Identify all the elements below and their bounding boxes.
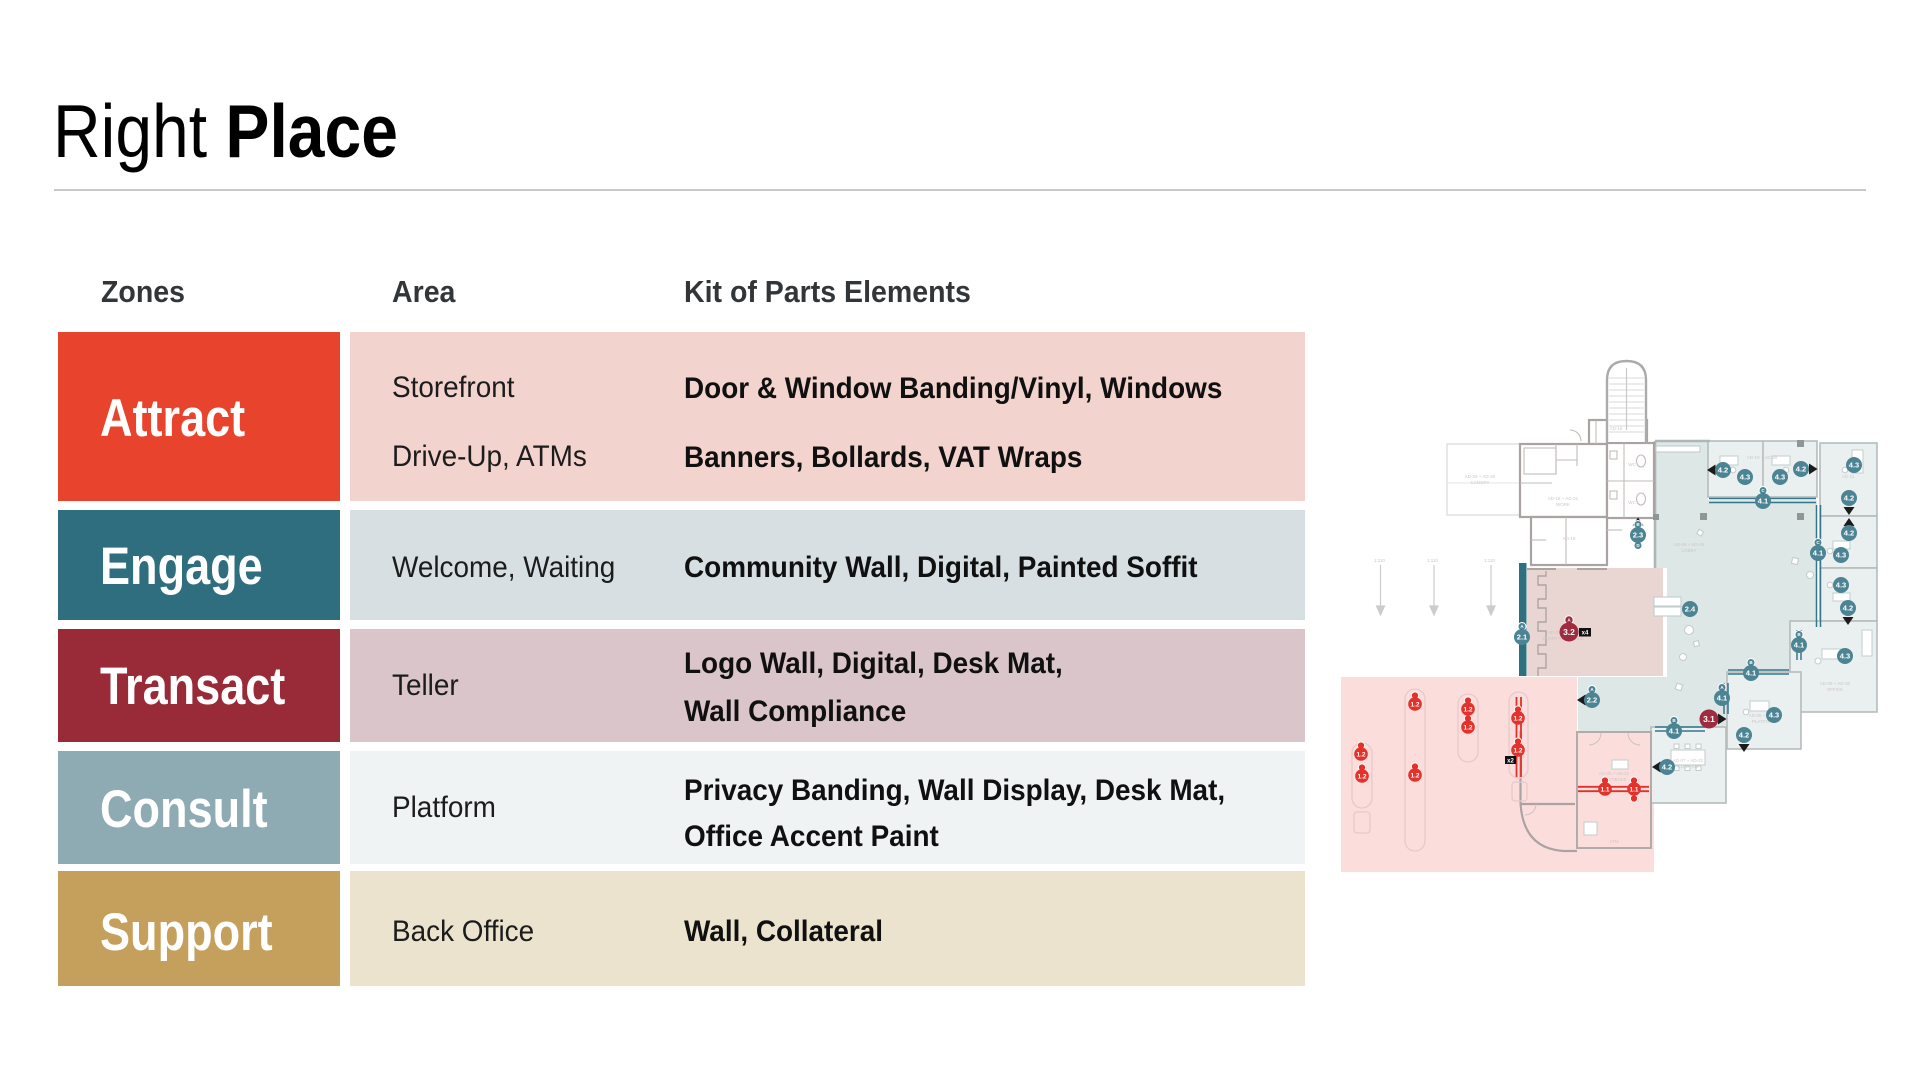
svg-text:B: B — [1749, 660, 1753, 665]
svg-text:4.2: 4.2 — [1844, 494, 1854, 503]
svg-text:1.1: 1.1 — [1629, 786, 1638, 793]
svg-text:4.2: 4.2 — [1662, 763, 1672, 772]
svg-text:4.1: 4.1 — [1669, 727, 1679, 736]
svg-text:3.2: 3.2 — [1563, 627, 1575, 637]
svg-text:WORK: WORK — [1556, 502, 1570, 507]
svg-text:1.2: 1.2 — [1513, 715, 1522, 722]
svg-text:1.2: 1.2 — [1463, 706, 1472, 713]
svg-text:B: B — [1797, 632, 1801, 637]
svg-text:2.2: 2.2 — [1587, 696, 1597, 705]
svg-text:2.1: 2.1 — [1517, 633, 1527, 642]
svg-text:WC: WC — [1628, 500, 1636, 505]
svg-text:A: A — [1590, 687, 1594, 692]
svg-text:1:110: 1:110 — [1427, 558, 1438, 563]
svg-text:AD-11: AD-11 — [1842, 474, 1855, 479]
svg-text:C: C — [1761, 488, 1765, 493]
svg-text:4.1: 4.1 — [1746, 669, 1756, 678]
svg-text:x4: x4 — [1582, 631, 1589, 637]
svg-text:4.2: 4.2 — [1739, 731, 1749, 740]
svg-text:4.1: 4.1 — [1717, 694, 1727, 703]
svg-text:4.2: 4.2 — [1844, 529, 1854, 538]
svg-text:4.3: 4.3 — [1840, 652, 1850, 661]
svg-text:1:110: 1:110 — [1484, 558, 1495, 563]
svg-text:4.3: 4.3 — [1836, 551, 1846, 560]
svg-text:VESTIBULE: VESTIBULE — [1602, 777, 1627, 782]
svg-text:4.2: 4.2 — [1718, 466, 1728, 475]
svg-text:B: B — [1672, 718, 1676, 723]
svg-text:1.2: 1.2 — [1410, 772, 1419, 779]
svg-text:D: D — [1636, 543, 1640, 548]
svg-text:AD-19: AD-19 — [1563, 536, 1576, 541]
svg-text:2.3: 2.3 — [1633, 531, 1643, 540]
svg-text:4.3: 4.3 — [1836, 581, 1846, 590]
svg-text:1.2: 1.2 — [1356, 751, 1365, 758]
svg-text:A: A — [1520, 624, 1524, 629]
svg-text:AD-03 + AD-22: AD-03 + AD-22 — [1599, 771, 1630, 776]
svg-text:A: A — [1567, 618, 1571, 623]
svg-text:1.2: 1.2 — [1513, 747, 1522, 754]
svg-text:1.2: 1.2 — [1357, 773, 1366, 780]
svg-text:CANOPY: CANOPY — [1470, 480, 1489, 485]
svg-text:AD-06 + AD-15: AD-06 + AD-15 — [1674, 542, 1705, 547]
svg-text:4.1: 4.1 — [1794, 641, 1804, 650]
svg-text:4.2: 4.2 — [1796, 465, 1806, 474]
svg-text:4.1: 4.1 — [1813, 549, 1823, 558]
svg-text:1.2: 1.2 — [1410, 701, 1419, 708]
svg-text:4.3: 4.3 — [1775, 473, 1785, 482]
svg-text:AD-25 + AD-26: AD-25 + AD-26 — [1465, 474, 1496, 479]
svg-text:AD-09 + AD-30: AD-09 + AD-30 — [1820, 681, 1851, 686]
svg-text:1.2: 1.2 — [1463, 724, 1472, 731]
svg-text:WC: WC — [1628, 462, 1636, 467]
svg-text:4.3: 4.3 — [1769, 711, 1779, 720]
svg-text:AD-07 + AD-22: AD-07 + AD-22 — [1673, 758, 1704, 763]
svg-text:AD-18 + AD-21: AD-18 + AD-21 — [1548, 496, 1579, 501]
svg-text:LOBBY: LOBBY — [1681, 548, 1696, 553]
svg-text:A: A — [1720, 685, 1724, 690]
svg-text:PLATFORM: PLATFORM — [1752, 719, 1776, 724]
svg-text:1:110: 1:110 — [1374, 558, 1385, 563]
svg-text:x2: x2 — [1507, 758, 1514, 764]
svg-text:4.3: 4.3 — [1849, 461, 1859, 470]
svg-text:CONF RM: CONF RM — [1678, 764, 1699, 769]
svg-text:1.1: 1.1 — [1600, 786, 1609, 793]
svg-text:AD-08 + AD-30: AD-08 + AD-30 — [1749, 713, 1780, 718]
svg-text:AD-16: AD-16 — [1610, 426, 1623, 431]
svg-text:AD-10 + AD-30: AD-10 + AD-30 — [1747, 455, 1778, 460]
svg-text:2.4: 2.4 — [1685, 605, 1696, 614]
svg-text:4.2: 4.2 — [1843, 604, 1853, 613]
svg-text:C: C — [1816, 540, 1820, 545]
svg-text:3.1: 3.1 — [1703, 714, 1715, 724]
svg-text:B: B — [1636, 522, 1640, 527]
svg-text:4.3: 4.3 — [1740, 473, 1750, 482]
svg-text:OFFICE: OFFICE — [1827, 687, 1844, 692]
svg-text:ATM: ATM — [1609, 839, 1618, 844]
svg-text:4.1: 4.1 — [1758, 497, 1768, 506]
